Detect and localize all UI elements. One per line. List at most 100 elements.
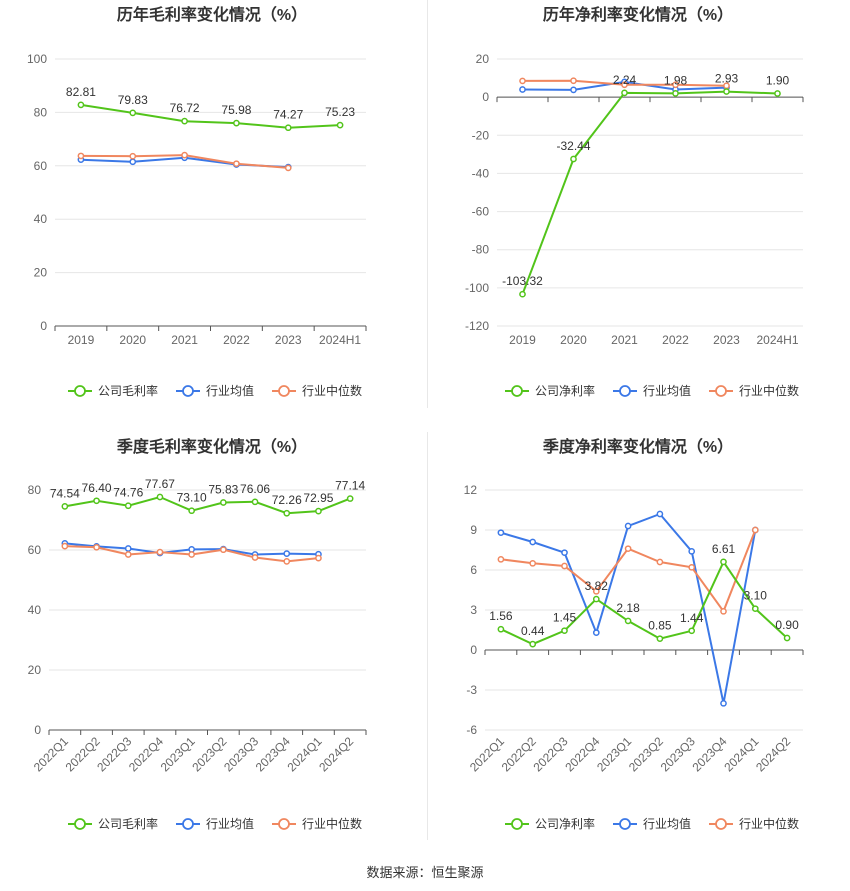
legend-swatch-marker xyxy=(619,385,631,397)
data-point xyxy=(592,595,600,603)
data-point xyxy=(570,77,577,85)
data-point xyxy=(656,558,664,566)
y-tick-label: 40 xyxy=(28,603,42,617)
data-point xyxy=(283,509,291,517)
data-point xyxy=(251,498,259,506)
legend-swatch-marker xyxy=(278,818,290,830)
y-tick-label: -6 xyxy=(466,723,477,737)
data-label: 1.44 xyxy=(680,611,704,625)
legend-label: 行业均值 xyxy=(643,383,691,398)
data-label: 74.54 xyxy=(50,486,80,500)
data-label: -32.44 xyxy=(556,139,590,153)
data-point xyxy=(723,88,730,95)
data-point xyxy=(156,548,164,556)
data-point xyxy=(529,538,537,546)
data-point xyxy=(93,543,100,551)
data-point xyxy=(621,81,628,89)
x-tick-label: 2024H1 xyxy=(756,333,798,347)
data-point xyxy=(188,551,195,558)
legend-item-2[interactable]: 行业中位数 xyxy=(709,383,799,398)
data-label: 73.10 xyxy=(177,491,207,505)
legend-label: 行业均值 xyxy=(206,816,254,831)
data-point xyxy=(61,503,69,510)
data-point xyxy=(181,151,188,159)
data-label: 2.18 xyxy=(616,601,640,615)
data-label: 82.81 xyxy=(66,85,96,99)
x-tick-label: 2024H1 xyxy=(319,333,361,347)
data-point xyxy=(283,550,291,557)
data-point xyxy=(61,542,69,550)
y-tick-label: -3 xyxy=(466,683,477,697)
data-label: 79.83 xyxy=(118,93,148,107)
data-point xyxy=(624,617,632,625)
data-point xyxy=(156,493,164,501)
data-point xyxy=(129,158,137,166)
data-point xyxy=(181,117,188,125)
data-label: 72.95 xyxy=(303,491,333,505)
vertical-divider-bottom xyxy=(427,432,428,840)
legend-swatch-marker xyxy=(182,385,194,397)
y-tick-label: 3 xyxy=(470,603,477,617)
legend-label: 行业均值 xyxy=(206,383,254,398)
data-point xyxy=(688,563,696,571)
legend-item-2[interactable]: 行业中位数 xyxy=(272,383,362,398)
data-point xyxy=(688,547,696,555)
data-label: 0.44 xyxy=(521,624,545,638)
legend-label: 行业中位数 xyxy=(739,383,799,398)
legend-label: 行业中位数 xyxy=(302,383,362,398)
data-point xyxy=(592,587,600,595)
data-point xyxy=(220,499,227,506)
y-tick-label: 100 xyxy=(27,52,47,66)
data-point xyxy=(233,160,240,168)
x-tick-label: 2022 xyxy=(662,333,689,347)
y-tick-label: 20 xyxy=(34,266,48,280)
legend-item-1[interactable]: 行业均值 xyxy=(613,816,691,831)
legend-item-2[interactable]: 行业中位数 xyxy=(709,816,799,831)
legend-label: 行业中位数 xyxy=(302,816,362,831)
legend-swatch-marker xyxy=(511,818,523,830)
legend-label: 公司净利率 xyxy=(535,383,595,398)
y-tick-label: -60 xyxy=(472,205,490,219)
y-tick-label: 80 xyxy=(34,105,48,119)
data-point xyxy=(783,634,791,642)
legend-item-0[interactable]: 公司毛利率 xyxy=(68,816,158,831)
x-tick-label: 2020 xyxy=(119,333,146,347)
data-label: 77.14 xyxy=(335,479,365,493)
data-point xyxy=(77,101,85,109)
data-label: 6.61 xyxy=(712,542,736,556)
legend-label: 行业均值 xyxy=(643,816,691,831)
legend-item-1[interactable]: 行业均值 xyxy=(176,383,254,398)
data-label: -103.32 xyxy=(502,274,543,288)
legend-item-2[interactable]: 行业中位数 xyxy=(272,816,362,831)
data-label: 0.85 xyxy=(648,619,672,633)
data-point xyxy=(529,559,537,567)
x-tick-label: 2023 xyxy=(713,333,740,347)
y-tick-label: 0 xyxy=(482,90,489,104)
data-label: 74.27 xyxy=(273,108,303,122)
chart-annual-gross: 历年毛利率变化情况（%） 0 20 40 60 80 100 2019 2020 2021 2022… xyxy=(27,5,367,398)
y-tick-label: 12 xyxy=(464,483,478,497)
legend-item-1[interactable]: 行业均值 xyxy=(613,383,691,398)
data-label: 2.24 xyxy=(613,73,637,87)
data-point xyxy=(592,629,600,637)
data-label: 76.40 xyxy=(82,481,112,495)
data-point xyxy=(624,522,632,530)
data-label: 74.76 xyxy=(113,486,143,500)
legend-item-0[interactable]: 公司毛利率 xyxy=(68,383,158,398)
series-line-0 xyxy=(500,559,788,646)
data-label: 75.98 xyxy=(221,103,251,117)
data-point xyxy=(497,625,505,633)
data-label: 75.83 xyxy=(208,483,238,497)
data-point xyxy=(751,605,759,613)
legend-swatch-marker xyxy=(182,818,194,830)
legend-item-1[interactable]: 行业均值 xyxy=(176,816,254,831)
legend-item-0[interactable]: 公司净利率 xyxy=(505,383,595,398)
data-point xyxy=(283,558,291,565)
data-point xyxy=(751,526,759,534)
legend-item-0[interactable]: 公司净利率 xyxy=(505,816,595,831)
data-point xyxy=(529,640,537,648)
x-tick-label: 2023 xyxy=(275,333,302,347)
data-source-note: 数据来源：恒生聚源 xyxy=(366,865,484,880)
data-label: 75.23 xyxy=(325,105,355,119)
data-point xyxy=(656,635,664,643)
